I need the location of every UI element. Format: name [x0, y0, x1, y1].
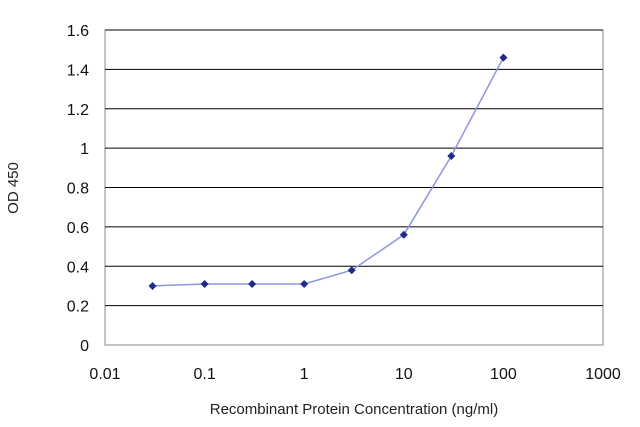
x-tick-label: 1: [300, 366, 309, 383]
y-tick-label: 1.6: [67, 23, 89, 40]
series-line: [152, 57, 505, 287]
data-point: [148, 281, 157, 290]
x-tick-label: 10: [395, 366, 413, 383]
data-point: [248, 279, 257, 288]
y-tick-label: 0.2: [67, 299, 89, 316]
x-tick-label: 1000: [585, 366, 621, 383]
y-axis: 0 0.2 0.4 0.6 0.8 1 1.2 1.4 1.6: [67, 23, 89, 355]
x-axis: 0.01 0.1 1 10 100 1000: [89, 366, 620, 383]
data-point: [347, 266, 356, 275]
y-tick-label: 1: [80, 141, 89, 158]
x-axis-title: Recombinant Protein Concentration (ng/ml…: [210, 401, 498, 418]
data-point: [300, 279, 309, 288]
y-axis-title: OD 450: [5, 162, 22, 214]
y-tick-label: 0.6: [67, 220, 89, 237]
y-tick-label: 1.2: [67, 102, 89, 119]
y-tick-label: 0.8: [67, 181, 89, 198]
gridlines: [105, 29, 603, 307]
y-tick-label: 0.4: [67, 259, 89, 276]
data-point: [447, 152, 456, 160]
data-point: [499, 53, 508, 62]
y-tick-label: 0: [80, 338, 89, 355]
x-tick-label: 0.1: [193, 366, 215, 383]
series-group: [148, 53, 508, 290]
x-tick-label: 0.01: [89, 366, 120, 383]
data-point: [399, 230, 408, 239]
x-tick-label: 100: [490, 366, 517, 383]
data-point: [200, 279, 209, 288]
y-tick-label: 1.4: [67, 62, 89, 79]
